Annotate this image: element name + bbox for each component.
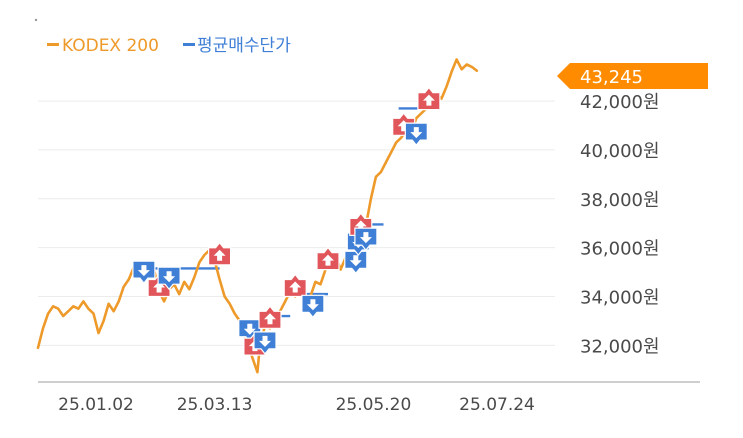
arrow-down-icon	[349, 255, 362, 267]
price-tag-shape	[557, 63, 708, 89]
arrow-up-icon	[397, 120, 410, 132]
arrow-down-icon	[137, 265, 150, 277]
arrow-down-icon	[359, 232, 372, 244]
x-tick-label: 25.07.24	[459, 395, 535, 415]
sell-marker	[316, 246, 340, 271]
arrow-down-icon	[243, 323, 256, 335]
current-price-tag: 43,245	[557, 63, 708, 89]
buy-marker	[404, 122, 428, 147]
x-tick-label: 25.03.13	[177, 395, 253, 415]
x-tick-label: 25.01.02	[58, 395, 134, 415]
y-tick-label: 36,000원	[580, 239, 660, 260]
arrow-down-icon	[306, 299, 319, 311]
buy-marker	[157, 266, 181, 291]
buy-marker	[132, 260, 156, 285]
sell-marker	[417, 86, 441, 111]
buy-marker	[301, 294, 325, 319]
average-price-lines	[154, 107, 422, 347]
corner-dot	[34, 18, 38, 22]
legend-swatch-avg	[183, 43, 195, 46]
y-axis: 42,000원 40,000원 38,000원 36,000원 34,000원 32,00…	[580, 92, 660, 357]
buy-marker	[354, 227, 378, 252]
trade-markers	[132, 86, 441, 356]
arrow-up-icon	[213, 249, 226, 261]
sell-marker	[208, 241, 232, 266]
arrow-up-icon	[354, 220, 367, 232]
arrow-down-icon	[410, 127, 423, 139]
arrow-down-icon	[163, 271, 176, 283]
x-axis: 25.01.02 25.03.13 25.05.20 25.07.24	[38, 381, 700, 415]
sell-marker	[283, 273, 307, 298]
y-tick-label: 32,000원	[580, 336, 660, 357]
y-tick-label: 40,000원	[580, 141, 660, 162]
arrow-up-icon	[422, 94, 435, 106]
buy-marker	[253, 331, 277, 355]
y-tick-label: 34,000원	[580, 288, 660, 309]
price-tag-label: 43,245	[580, 67, 643, 88]
sell-marker	[258, 305, 282, 329]
legend: KODEX 200 평균매수단가	[47, 36, 291, 56]
arrow-up-icon	[322, 254, 334, 266]
arrow-down-icon	[259, 335, 271, 347]
arrow-up-icon	[289, 281, 302, 293]
y-tick-label: 38,000원	[580, 190, 660, 211]
legend-swatch-kodex	[47, 43, 59, 46]
legend-label-kodex: KODEX 200	[62, 36, 159, 56]
legend-label-avg: 평균매수단가	[197, 36, 291, 56]
buy-marker	[344, 250, 368, 275]
x-tick-label: 25.05.20	[336, 395, 412, 415]
arrow-up-icon	[264, 313, 276, 325]
arrow-up-icon	[153, 281, 166, 293]
y-tick-label: 42,000원	[580, 92, 660, 113]
